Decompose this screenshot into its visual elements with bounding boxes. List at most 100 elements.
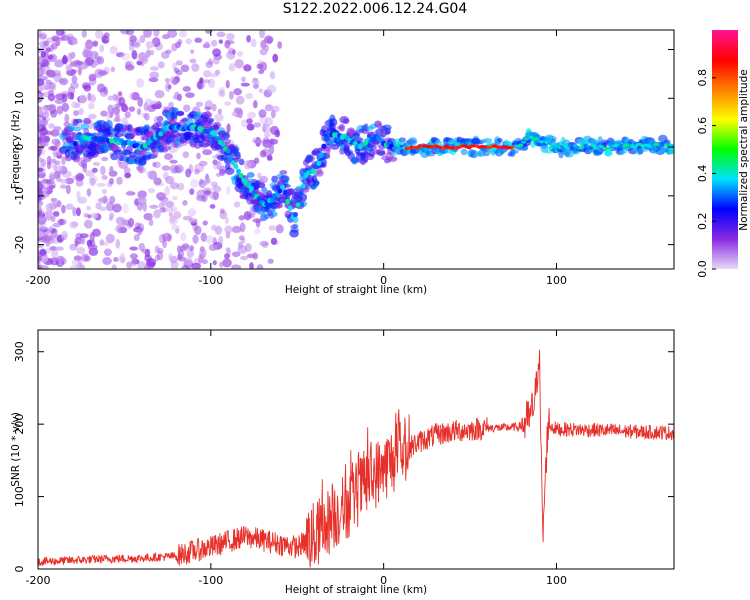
ridge-halo: [71, 126, 82, 132]
noise-blob: [183, 104, 191, 112]
noise-blob: [82, 49, 90, 58]
noise-blob: [61, 56, 69, 65]
noise-blob: [137, 195, 147, 206]
ridge-core: [518, 143, 524, 147]
noise-blob: [253, 139, 263, 144]
noise-blob: [60, 35, 71, 41]
ridge-core: [264, 201, 270, 207]
spectrogram-xtick-label: 0: [380, 274, 387, 287]
noise-blob: [117, 91, 123, 97]
noise-blob: [209, 204, 216, 209]
noise-blob: [76, 246, 86, 255]
noise-blob: [149, 204, 159, 209]
noise-blob: [146, 257, 157, 267]
noise-blob: [147, 170, 158, 180]
noise-blob: [143, 102, 149, 112]
noise-blob: [212, 190, 220, 201]
noise-blob: [174, 228, 180, 234]
noise-blob: [120, 252, 125, 261]
noise-blob: [266, 37, 273, 45]
ridge-halo: [509, 149, 519, 154]
noise-blob: [101, 188, 108, 195]
noise-blob: [143, 30, 152, 38]
noise-blob: [112, 203, 122, 213]
noise-blob: [96, 83, 106, 93]
ridge-halo: [470, 150, 478, 159]
noise-blob: [148, 77, 159, 83]
noise-blob: [161, 165, 171, 171]
noise-blob: [175, 69, 183, 76]
noise-blob: [170, 206, 178, 213]
noise-blob: [47, 103, 57, 111]
snr-frame: [37, 329, 675, 570]
noise-blob: [219, 210, 227, 220]
noise-blob: [271, 105, 280, 113]
noise-blob: [48, 174, 57, 180]
noise-blob: [194, 225, 202, 235]
noise-blob: [47, 54, 54, 60]
ridge-core: [212, 131, 218, 137]
ridge-core: [539, 140, 545, 144]
noise-blob: [231, 225, 242, 234]
noise-blob: [227, 47, 235, 55]
spectrogram-xlabel: Height of straight line (km): [285, 284, 427, 296]
noise-blob: [97, 70, 108, 76]
noise-blob: [80, 236, 86, 245]
noise-blob: [55, 246, 64, 251]
noise-blob: [148, 219, 154, 227]
noise-blob: [196, 80, 205, 90]
noise-blob: [259, 240, 269, 247]
noise-blob: [157, 61, 165, 69]
noise-blob: [153, 209, 161, 219]
noise-blob: [151, 103, 162, 110]
noise-blob: [42, 187, 47, 197]
noise-blob: [210, 181, 218, 187]
noise-blob: [224, 39, 231, 49]
noise-blob: [59, 184, 67, 189]
noise-blob: [118, 97, 126, 106]
noise-blob: [261, 241, 269, 249]
noise-blob: [94, 30, 103, 39]
noise-blob: [88, 93, 96, 103]
noise-blob: [51, 249, 59, 259]
noise-blob: [212, 159, 218, 165]
ridge-halo: [391, 151, 397, 157]
noise-blob: [109, 165, 114, 174]
noise-blob: [174, 164, 184, 174]
noise-blob: [49, 70, 56, 78]
noise-blob: [38, 56, 45, 65]
noise-blob: [109, 195, 116, 204]
noise-blob: [219, 208, 225, 214]
noise-blob: [61, 30, 66, 37]
ridge-core: [248, 186, 254, 192]
noise-blob: [75, 178, 84, 187]
noise-blob: [235, 95, 245, 105]
noise-blob: [42, 44, 51, 52]
noise-blob: [38, 255, 43, 262]
noise-blob: [225, 247, 231, 253]
snr-xtick-label: -100: [198, 574, 223, 587]
noise-blob: [61, 156, 66, 166]
noise-blob: [86, 188, 92, 197]
ridge-halo: [407, 137, 418, 146]
noise-blob: [70, 264, 81, 269]
noise-blob: [204, 100, 214, 111]
noise-blob: [241, 76, 246, 83]
noise-blob: [40, 140, 46, 149]
noise-blob: [129, 253, 138, 260]
noise-blob: [259, 48, 268, 56]
ridge-halo: [370, 145, 377, 150]
ridge-core: [534, 137, 540, 141]
ridge-halo: [224, 138, 231, 144]
ridge-core: [241, 177, 247, 183]
noise-blob: [101, 156, 109, 162]
noise-blob: [105, 233, 115, 244]
noise-blob: [131, 258, 140, 265]
noise-blob: [212, 48, 222, 57]
spectrogram-ylabel: Frequency (Hz): [10, 110, 22, 189]
ridge-halo: [110, 152, 119, 161]
noise-blob: [100, 165, 106, 176]
noise-blob: [95, 202, 102, 210]
noise-blob: [164, 185, 171, 196]
noise-blob: [169, 215, 176, 224]
